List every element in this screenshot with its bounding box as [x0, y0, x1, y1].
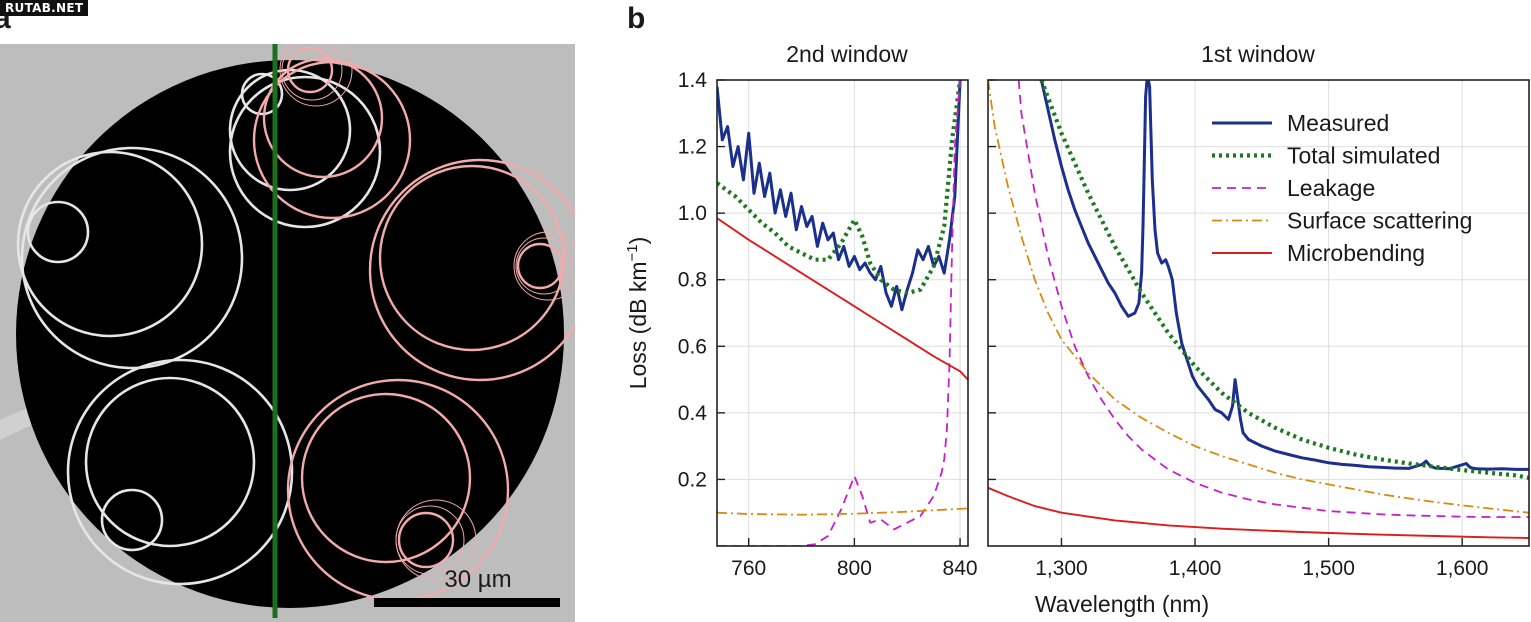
series-line-microbending — [717, 217, 968, 381]
capillary-ring-right — [516, 242, 564, 290]
scale-bar — [374, 598, 560, 607]
y-tick-label: 0.2 — [678, 468, 707, 491]
capillary-ring-outline — [281, 44, 343, 101]
y-tick-label: 0.6 — [678, 335, 707, 358]
capillary-ring-left — [100, 488, 164, 552]
x-tick-label: 760 — [731, 557, 766, 580]
capillary-ring-right — [397, 511, 455, 569]
capillary-ring-right — [262, 57, 384, 179]
x-tick-label: 1,400 — [1169, 557, 1222, 580]
legend-label-microbending: Microbending — [1287, 240, 1425, 266]
capillary-ring-left — [20, 146, 244, 370]
series-group-1st-window — [988, 80, 1529, 539]
capillary-ring-left — [228, 75, 382, 229]
x-tick-label: 800 — [837, 557, 872, 580]
capillary-ring-right — [378, 164, 566, 352]
series-line-surface — [717, 507, 968, 516]
y-axis-label: Loss (dB km−1) — [624, 237, 651, 390]
capillary-ring-right — [252, 60, 412, 220]
grid-2nd-window — [717, 79, 968, 546]
series-line-total — [717, 80, 963, 296]
y-axis-label-main: Loss (dB km — [625, 261, 651, 389]
grid-1st-window — [988, 79, 1529, 546]
capillary-ring-outline — [513, 231, 575, 301]
left-cladding-rings — [16, 68, 382, 586]
capillary-ring-left — [66, 358, 294, 586]
capillary-ring-outline — [395, 499, 477, 581]
subplot-title-1st-window: 1st window — [1201, 41, 1315, 67]
plot-frame-2nd-window — [716, 79, 969, 547]
subplot-1st-window: 1st window 1,300 1,400 1,500 1,600 — [987, 41, 1530, 580]
subplot-title-2nd-window: 2nd window — [786, 41, 908, 67]
series-line-measured — [717, 80, 962, 312]
series-line-total — [1039, 80, 1529, 480]
series-line-surface — [988, 80, 1529, 514]
scale-bar-label: 30 µm — [444, 566, 511, 593]
x-axis-label: Wavelength (nm) — [1035, 591, 1209, 617]
y-tick-label: 0.4 — [678, 402, 708, 425]
series-line-microbending — [988, 486, 1529, 539]
subplot-2nd-window: 2nd window 760 800 840 — [716, 41, 978, 580]
legend: Measured Total simulated Leakage Surface sc… — [1212, 110, 1472, 266]
x-tick-label: 1,300 — [1035, 557, 1088, 580]
y-tick-labels: 0.2 0.4 0.6 0.8 1.0 1.2 1.4 — [678, 69, 708, 491]
legend-label-measured: Measured — [1287, 110, 1389, 136]
y-tick-label: 1.0 — [678, 202, 707, 225]
y-tick-label: 0.8 — [678, 269, 707, 292]
plot-frame-1st-window — [987, 79, 1530, 547]
fiber-core — [16, 60, 564, 608]
y-axis-label-close: ) — [625, 237, 651, 245]
panel-a-label: a — [0, 2, 11, 35]
y-tick-label: 1.2 — [678, 136, 707, 159]
ticks-1st-window: 1,300 1,400 1,500 1,600 — [988, 79, 1489, 580]
legend-label-surface: Surface scattering — [1287, 208, 1472, 234]
capillary-ring-left — [16, 150, 204, 338]
watermark: RUTAB.NET — [0, 0, 89, 16]
capillary-ring-left — [26, 200, 90, 264]
x-tick-label: 840 — [943, 557, 978, 580]
capillary-ring-outline — [279, 44, 353, 107]
series-line-leakage — [717, 80, 961, 546]
legend-label-total: Total simulated — [1287, 143, 1440, 169]
x-tick-label: 1,600 — [1436, 557, 1489, 580]
capillary-ring-right — [368, 158, 575, 382]
series-line-leakage — [1017, 80, 1529, 518]
series-line-measured — [1039, 80, 1529, 471]
right-cladding-rings — [252, 44, 575, 602]
series-group-2nd-window — [717, 80, 968, 546]
capillary-ring-outline — [515, 237, 573, 295]
panel-a-image: 30 µm — [0, 44, 575, 622]
panel-b-label: b — [627, 2, 645, 35]
y-tick-label: 1.4 — [678, 69, 708, 92]
capillary-ring-right — [300, 392, 472, 564]
ticks-2nd-window: 760 800 840 — [717, 79, 978, 580]
x-tick-label: 1,500 — [1302, 557, 1355, 580]
capillary-ring-left — [84, 376, 256, 548]
legend-label-leakage: Leakage — [1287, 175, 1375, 201]
y-axis-label-superscript: −1 — [624, 244, 641, 261]
